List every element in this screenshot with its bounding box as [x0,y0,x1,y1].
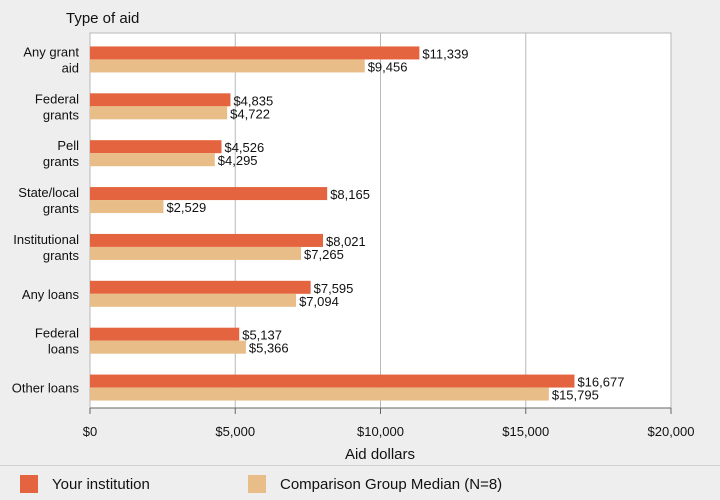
category-label: Pell grants [43,138,80,169]
bar-your-institution [90,187,328,201]
bar-comparison-group [90,246,302,260]
category-label-line: Institutional [13,232,79,247]
bar-your-institution [90,327,240,341]
data-label: $11,339 [422,46,468,61]
data-label: $15,795 [552,388,599,403]
data-label: $4,295 [218,153,258,168]
chart-title: Type of aid [66,10,139,27]
category-label-line: grants [43,107,80,122]
data-label: $5,366 [249,341,289,356]
data-label: $7,094 [299,294,339,309]
bar-comparison-group [90,200,164,214]
legend-item-your-institution: Your institution [20,475,150,493]
bar-your-institution [90,93,231,107]
bar-comparison-group [90,59,365,73]
bar-comparison-group [90,106,228,120]
category-label-line: Other loans [12,381,80,396]
bar-your-institution [90,140,222,154]
category-label: Any grant aid [23,44,79,75]
category-label-line: Pell [57,138,79,153]
x-tick-label: $10,000 [357,424,404,439]
legend-label-comparison-group: Comparison Group Median (N=8) [280,475,503,493]
x-axis-title: Aid dollars [345,446,415,463]
category-label: State/local grants [18,185,79,216]
category-label: Federal grants [35,91,80,122]
category-label-line: Any grant [23,44,79,59]
bar-comparison-group [90,293,297,307]
data-label: $4,835 [233,93,273,108]
data-label: $7,265 [304,247,344,262]
category-label-line: Federal [35,326,79,341]
bars [90,46,575,401]
axes: $0 $5,000 $10,000 $15,000 $20,000 Any grant ai… [12,44,695,439]
x-tick-label: $0 [83,424,97,439]
data-label: $8,165 [330,187,370,202]
bar-your-institution [90,280,311,294]
data-label: $8,021 [326,234,366,249]
bar-your-institution [90,233,324,247]
category-label: Institutional grants [13,232,79,263]
data-label: $9,456 [368,59,408,74]
category-label-line: grants [43,248,80,263]
category-label-line: grants [43,154,80,169]
bar-comparison-group [90,340,246,354]
bar-comparison-group [90,153,215,167]
category-label-line: loans [48,342,80,357]
bar-your-institution [90,374,575,388]
category-label: Any loans [22,287,80,302]
data-label: $16,677 [577,375,624,390]
x-tick-label: $5,000 [215,424,255,439]
data-label: $5,137 [242,328,282,343]
legend-swatch-your-institution [20,475,38,493]
bar-chart: $11,339 $9,456 $4,835$4,722 $4,526$4,295 $8,… [11,10,695,463]
category-label-line: State/local [18,185,79,200]
category-label-line: Federal [35,91,79,106]
data-labels: $11,339 $9,456 $4,835$4,722 $4,526$4,295 $8,… [166,46,624,402]
category-label-line: Any loans [22,287,80,302]
data-label: $4,722 [230,106,270,121]
x-tick-label: $20,000 [648,424,695,439]
category-label-line: aid [62,60,79,75]
data-label: $4,526 [224,140,264,155]
bar-your-institution [90,46,420,60]
legend: Your institution Comparison Group Median… [0,465,720,500]
legend-label-your-institution: Your institution [52,475,150,493]
data-label: $7,595 [314,281,354,296]
category-label: Other loans [12,381,80,396]
bar-comparison-group [90,387,549,401]
category-label-line: grants [43,201,80,216]
data-label: $2,529 [166,200,206,215]
category-label: Federal loans [35,326,80,357]
x-tick-label: $15,000 [502,424,549,439]
legend-swatch-comparison-group [248,475,266,493]
legend-item-comparison-group: Comparison Group Median (N=8) [248,475,502,493]
